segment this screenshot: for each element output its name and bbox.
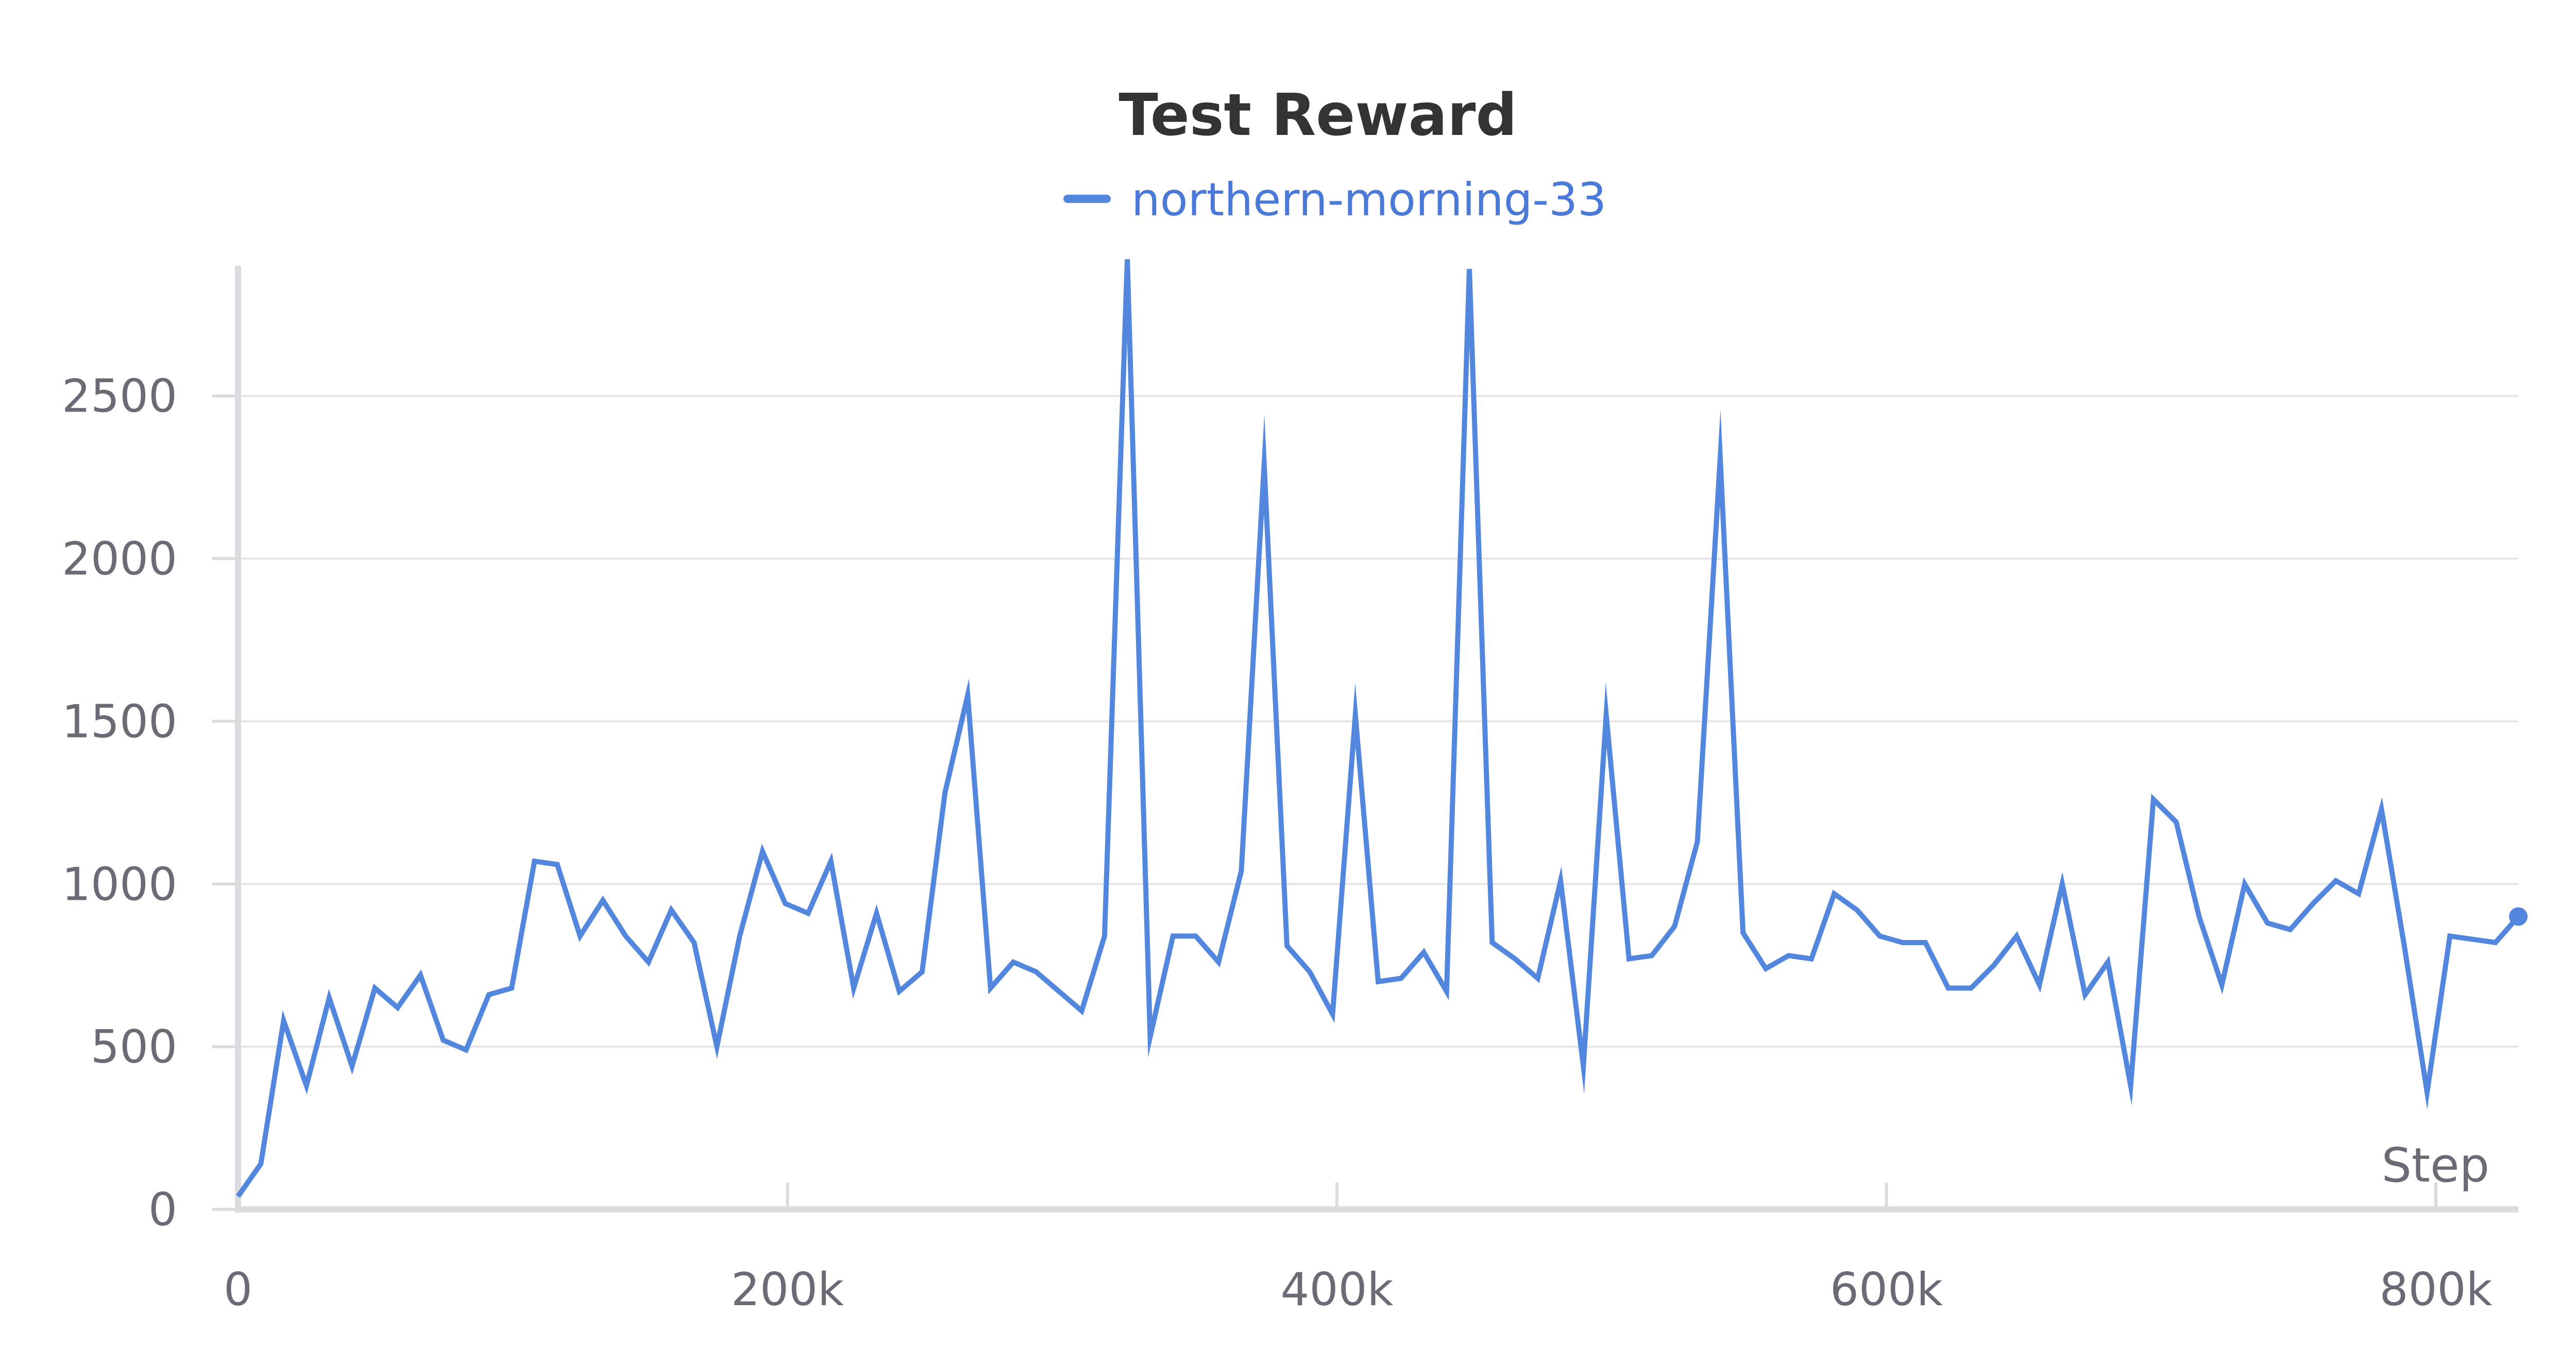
x-axis-label: Step [2382,1138,2489,1193]
y-tick-label: 2000 [62,533,177,586]
y-tick-label: 0 [148,1183,177,1236]
y-tick-label: 500 [91,1020,177,1073]
x-tick-label: 600k [1830,1263,1943,1316]
x-tick-label: 800k [2380,1263,2493,1316]
x-tick-label: 400k [1281,1263,1394,1316]
legend[interactable]: northern-morning-33 [1063,173,1606,226]
y-tick-label: 2500 [62,370,177,423]
series-line[interactable] [235,259,2520,1198]
x-tick-label: 200k [731,1263,844,1316]
series-group [235,259,2528,1198]
y-axis-ticks: 0 500 1000 1500 2000 2500 [62,370,238,1236]
x-axis-ticks: 0 200k 400k 600k 800k [224,1183,2493,1316]
gridlines [238,395,2518,1048]
y-tick-label: 1500 [62,695,177,748]
x-tick-label: 0 [224,1263,252,1316]
chart-title: Test Reward [1118,82,1517,149]
legend-label[interactable]: northern-morning-33 [1131,173,1606,226]
y-tick-label: 1000 [62,858,177,911]
series-last-point[interactable] [2509,907,2528,926]
